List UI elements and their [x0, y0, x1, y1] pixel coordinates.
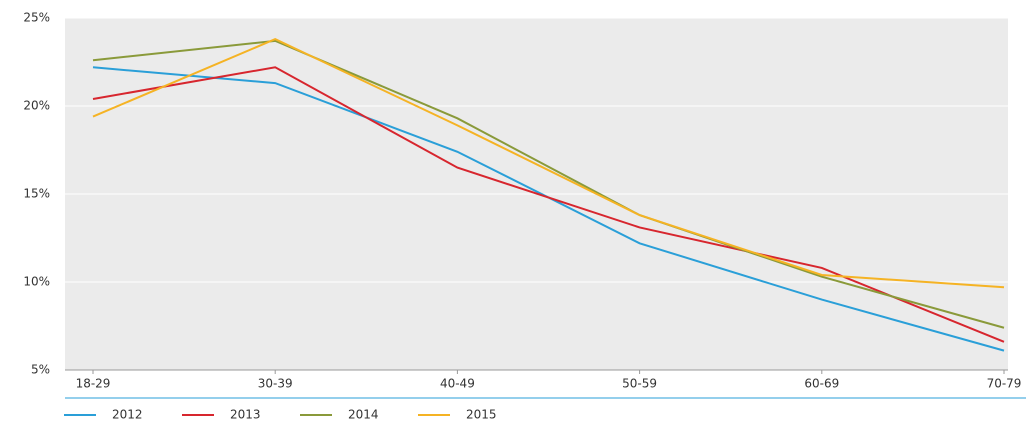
- series-line: [92, 66, 1005, 343]
- x-tick-label: 40-49: [440, 377, 475, 391]
- x-tick-label: 18-29: [76, 377, 111, 391]
- x-tick-label: 50-59: [622, 377, 657, 391]
- legend-label: 2013: [230, 408, 261, 422]
- y-tick-label: 5%: [31, 363, 50, 377]
- y-tick-label: 15%: [23, 187, 50, 201]
- legend-label: 2015: [466, 408, 497, 422]
- y-tick-label: 10%: [23, 275, 50, 289]
- series-line: [92, 39, 1005, 329]
- x-tick-label: 60-69: [804, 377, 839, 391]
- x-tick-label: 30-39: [258, 377, 293, 391]
- y-tick-label: 20%: [23, 99, 50, 113]
- y-tick-label: 25%: [23, 11, 50, 25]
- legend-label: 2014: [348, 408, 379, 422]
- x-tick-label: 70-79: [987, 377, 1022, 391]
- legend-label: 2012: [112, 408, 143, 422]
- series-line: [92, 38, 1005, 289]
